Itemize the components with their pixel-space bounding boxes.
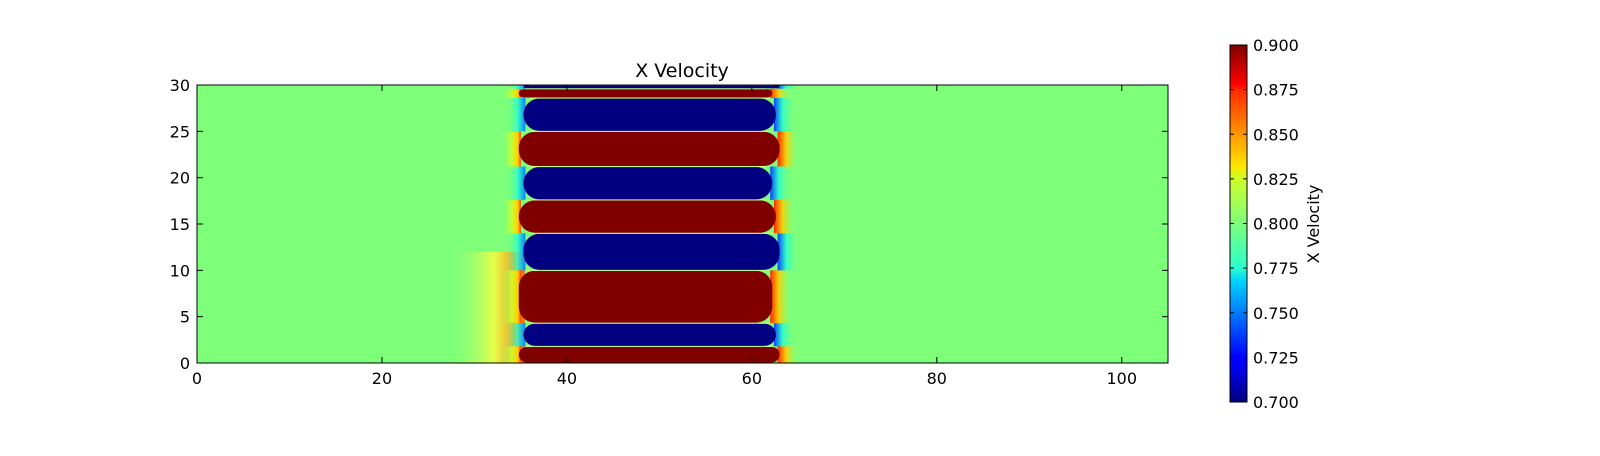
x-tick-label: 100 bbox=[1106, 369, 1137, 388]
colorbar-label: X Velocity bbox=[1304, 185, 1323, 264]
y-tick-label: 15 bbox=[170, 215, 190, 234]
x-tick-label: 40 bbox=[557, 369, 577, 388]
velocity-band bbox=[505, 322, 796, 347]
y-tick-label: 30 bbox=[170, 76, 190, 95]
velocity-band bbox=[500, 199, 796, 234]
velocity-band bbox=[500, 345, 800, 363]
y-tick-label: 20 bbox=[170, 169, 190, 188]
x-tick-label: 0 bbox=[192, 369, 202, 388]
velocity-band bbox=[505, 85, 800, 89]
heatmap-field bbox=[446, 85, 800, 363]
chart-title: X Velocity bbox=[635, 60, 729, 82]
y-tick-label: 25 bbox=[170, 122, 190, 141]
colorbar-tick-label: 0.800 bbox=[1253, 215, 1299, 234]
velocity-band bbox=[505, 97, 796, 132]
colorbar: 0.700 0.725 0.750 0.775 0.800 0.825 0.850 0.875… bbox=[1229, 36, 1323, 412]
y-tick-label: 5 bbox=[180, 308, 190, 327]
y-tick-label: 0 bbox=[180, 354, 190, 373]
velocity-band bbox=[500, 269, 793, 324]
x-tick-label: 20 bbox=[372, 369, 392, 388]
colorbar-tick-label: 0.700 bbox=[1253, 393, 1299, 412]
colorbar-tick-label: 0.775 bbox=[1253, 259, 1299, 278]
x-axis: 0 20 40 60 80 100 bbox=[192, 85, 1137, 388]
colorbar-tick-label: 0.900 bbox=[1253, 36, 1299, 55]
x-tick-label: 60 bbox=[742, 369, 762, 388]
heatmap-plot: 0 20 40 60 80 100 0 5 10 15 20 25 30 X Velocity bbox=[170, 60, 1169, 388]
velocity-band bbox=[500, 130, 800, 167]
colorbar-tick-label: 0.750 bbox=[1253, 304, 1299, 323]
colorbar-ticks: 0.700 0.725 0.750 0.775 0.800 0.825 0.850 0.875… bbox=[1230, 36, 1299, 412]
y-tick-label: 10 bbox=[170, 261, 190, 280]
y-axis: 0 5 10 15 20 25 30 bbox=[170, 76, 1168, 373]
colorbar-tick-label: 0.875 bbox=[1253, 81, 1299, 100]
velocity-band bbox=[505, 232, 800, 271]
x-tick-label: 80 bbox=[927, 369, 947, 388]
velocity-band bbox=[500, 88, 793, 98]
colorbar-tick-label: 0.850 bbox=[1253, 125, 1299, 144]
velocity-band bbox=[505, 165, 793, 200]
colorbar-tick-label: 0.825 bbox=[1253, 170, 1299, 189]
colorbar-tick-label: 0.725 bbox=[1253, 348, 1299, 367]
